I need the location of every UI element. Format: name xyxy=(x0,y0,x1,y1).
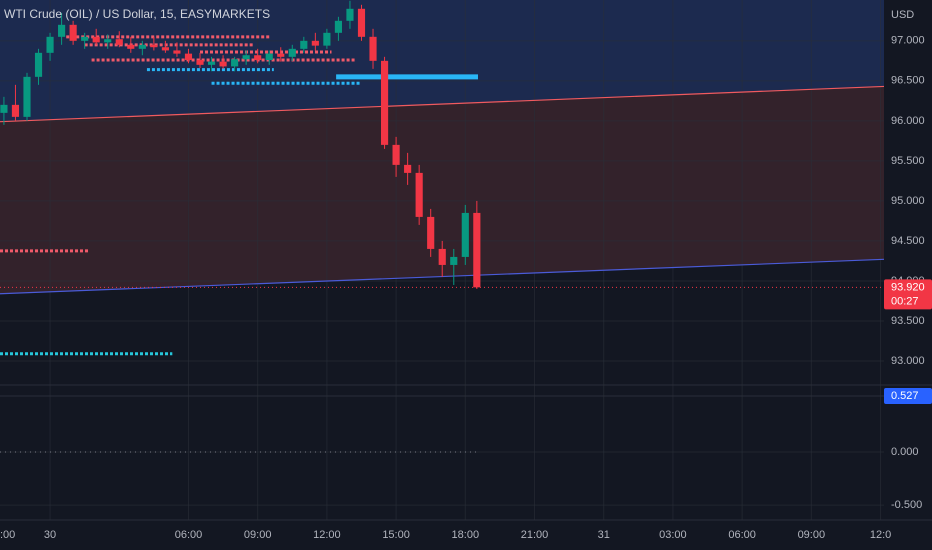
candle-body xyxy=(196,60,204,65)
candle-body xyxy=(450,256,458,265)
candle-body xyxy=(184,53,193,61)
x-tick-label: :00 xyxy=(0,529,15,541)
y2-tick-label: -0.500 xyxy=(891,499,922,511)
candle-body xyxy=(438,248,446,265)
x-tick-label: 03:00 xyxy=(659,529,687,541)
x-tick-label: 06:00 xyxy=(175,529,203,541)
candle-body xyxy=(173,50,181,54)
candle-body xyxy=(23,76,31,117)
candle-body xyxy=(288,48,296,57)
candle-body xyxy=(81,36,89,41)
x-tick-label: 30 xyxy=(44,529,56,541)
last-price-label: 93.920 xyxy=(891,281,925,293)
candle-body xyxy=(58,24,66,37)
candle-body xyxy=(104,39,112,43)
candle-body xyxy=(415,172,423,217)
candle-body xyxy=(404,164,412,173)
upper-zone xyxy=(0,0,884,122)
channel-zone xyxy=(0,86,884,294)
y-tick-label: 94.500 xyxy=(891,235,925,247)
candle-body xyxy=(115,39,123,45)
countdown-label: 00:27 xyxy=(891,295,919,307)
x-tick-label: 21:00 xyxy=(521,529,549,541)
candle-body xyxy=(357,8,366,37)
candle-body xyxy=(346,8,354,21)
x-tick-label: 15:00 xyxy=(382,529,410,541)
candle-body xyxy=(242,55,250,60)
y-tick-label: 96.000 xyxy=(891,115,925,127)
x-tick-label: 09:00 xyxy=(244,529,272,541)
candle-body xyxy=(161,47,169,51)
x-tick-label: 18:00 xyxy=(452,529,480,541)
last-price-badge xyxy=(884,279,932,310)
candle-body xyxy=(380,60,389,145)
chart-title: WTI Crude (OIL) / US Dollar, 15, EASYMAR… xyxy=(4,7,270,21)
axes: 93.00093.50094.00094.50095.00095.50096.0… xyxy=(0,35,932,541)
y-tick-label: 96.500 xyxy=(891,75,925,87)
candle-body xyxy=(311,40,319,46)
candle-body xyxy=(427,216,435,249)
indicator-label: 0.527 xyxy=(891,390,919,402)
time-axis xyxy=(0,520,932,550)
y-tick-label: 93.000 xyxy=(891,355,925,367)
y-tick-label: 95.500 xyxy=(891,155,925,167)
candle-body xyxy=(265,53,273,61)
candle-body xyxy=(219,61,227,67)
y-tick-label: 97.000 xyxy=(891,35,925,47)
y2-tick-label: 0.000 xyxy=(891,446,919,458)
candle-body xyxy=(150,44,158,48)
x-tick-label: 12:00 xyxy=(313,529,341,541)
candle-body xyxy=(92,36,100,43)
candle-body xyxy=(473,212,481,288)
candle-body xyxy=(392,144,400,165)
channel-line xyxy=(0,85,885,123)
x-tick-label: 06:00 xyxy=(728,529,756,541)
pane-background xyxy=(0,0,884,294)
candle-body xyxy=(11,104,20,117)
candle-body xyxy=(0,104,8,113)
plot xyxy=(0,0,885,453)
x-tick-label: 31 xyxy=(598,529,610,541)
y-tick-label: 95.000 xyxy=(891,195,925,207)
candle-body xyxy=(69,24,77,41)
candle-body xyxy=(277,53,285,57)
candle-body xyxy=(207,61,216,65)
candle-body xyxy=(300,40,308,49)
candle-body xyxy=(254,55,262,61)
candle-body xyxy=(369,36,377,61)
currency-label: USD xyxy=(891,9,914,21)
candle-body xyxy=(34,52,43,77)
x-tick-label: 09:00 xyxy=(798,529,826,541)
x-tick-label: 12:0 xyxy=(870,529,891,541)
candle-body xyxy=(138,44,146,49)
candle-body xyxy=(323,32,331,46)
candle-body xyxy=(46,36,54,53)
candle-body xyxy=(127,44,135,49)
candle-body xyxy=(231,59,239,67)
indicator-badge xyxy=(884,387,932,404)
candle-body xyxy=(461,212,469,257)
price-axis xyxy=(884,0,932,550)
candle-body xyxy=(334,20,342,33)
y-tick-label: 93.500 xyxy=(891,315,925,327)
